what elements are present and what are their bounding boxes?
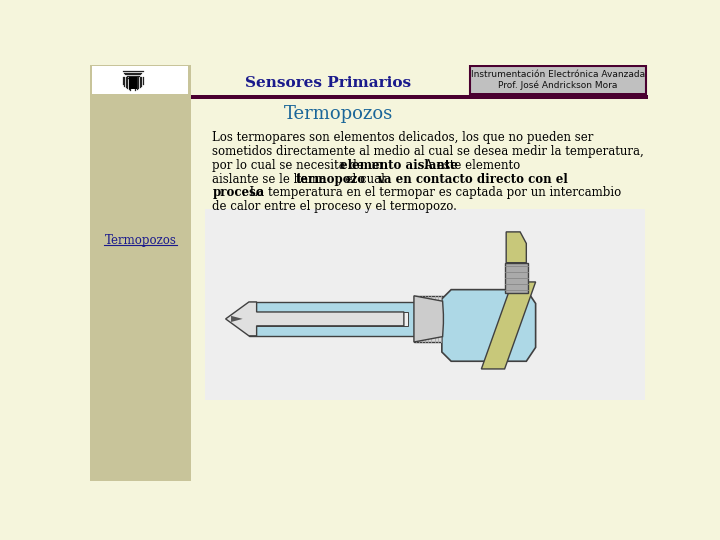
Text: . A este elemento: . A este elemento (417, 159, 521, 172)
FancyBboxPatch shape (129, 77, 137, 90)
Text: aislante se le llama: aislante se le llama (212, 173, 330, 186)
Text: Termopozos: Termopozos (104, 234, 176, 247)
Polygon shape (414, 296, 444, 342)
FancyBboxPatch shape (91, 66, 189, 94)
FancyBboxPatch shape (469, 66, 647, 96)
Polygon shape (225, 302, 404, 336)
Polygon shape (506, 232, 526, 262)
FancyBboxPatch shape (253, 312, 408, 326)
Text: proceso: proceso (212, 186, 264, 199)
FancyBboxPatch shape (505, 262, 528, 294)
Text: sometidos directamente al medio al cual se desea medir la temperatura,: sometidos directamente al medio al cual … (212, 145, 644, 158)
Text: Prof. José Andrickson Mora: Prof. José Andrickson Mora (498, 81, 618, 90)
Text: termopozo: termopozo (296, 173, 366, 186)
FancyBboxPatch shape (469, 93, 647, 96)
Text: por lo cual se necesita de un: por lo cual se necesita de un (212, 159, 387, 172)
Text: Sensores Primarios: Sensores Primarios (245, 76, 411, 90)
Polygon shape (442, 289, 536, 361)
Text: Termopozos: Termopozos (284, 105, 393, 123)
Text: va en contacto directo con el: va en contacto directo con el (377, 173, 567, 186)
Text: . La temperatura en el termopar es captada por un intercambio: . La temperatura en el termopar es capta… (242, 186, 621, 199)
Text: elemento aislante: elemento aislante (340, 159, 457, 172)
Text: Instrumentación Electrónica Avanzada: Instrumentación Electrónica Avanzada (471, 70, 645, 78)
Polygon shape (482, 282, 536, 369)
FancyBboxPatch shape (204, 209, 645, 400)
FancyBboxPatch shape (90, 65, 191, 481)
FancyBboxPatch shape (191, 65, 648, 96)
Text: , el cual: , el cual (338, 173, 389, 186)
Text: de calor entre el proceso y el termopozo.: de calor entre el proceso y el termopozo… (212, 200, 457, 213)
FancyBboxPatch shape (414, 296, 443, 342)
Polygon shape (231, 316, 243, 322)
FancyBboxPatch shape (249, 302, 415, 336)
FancyBboxPatch shape (191, 95, 648, 99)
Text: Los termopares son elementos delicados, los que no pueden ser: Los termopares son elementos delicados, … (212, 131, 594, 144)
